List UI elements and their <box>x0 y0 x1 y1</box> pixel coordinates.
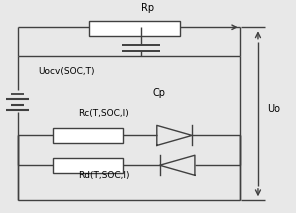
Text: Rd(T,SOC,I): Rd(T,SOC,I) <box>78 171 129 180</box>
Text: Uo: Uo <box>267 104 280 114</box>
Bar <box>89 21 180 36</box>
Text: Rp: Rp <box>141 3 155 13</box>
Bar <box>53 128 123 143</box>
Text: Cp: Cp <box>152 88 165 98</box>
Text: Uocv(SOC,T): Uocv(SOC,T) <box>38 67 94 76</box>
Bar <box>53 158 123 173</box>
Text: Rc(T,SOC,I): Rc(T,SOC,I) <box>78 109 128 118</box>
